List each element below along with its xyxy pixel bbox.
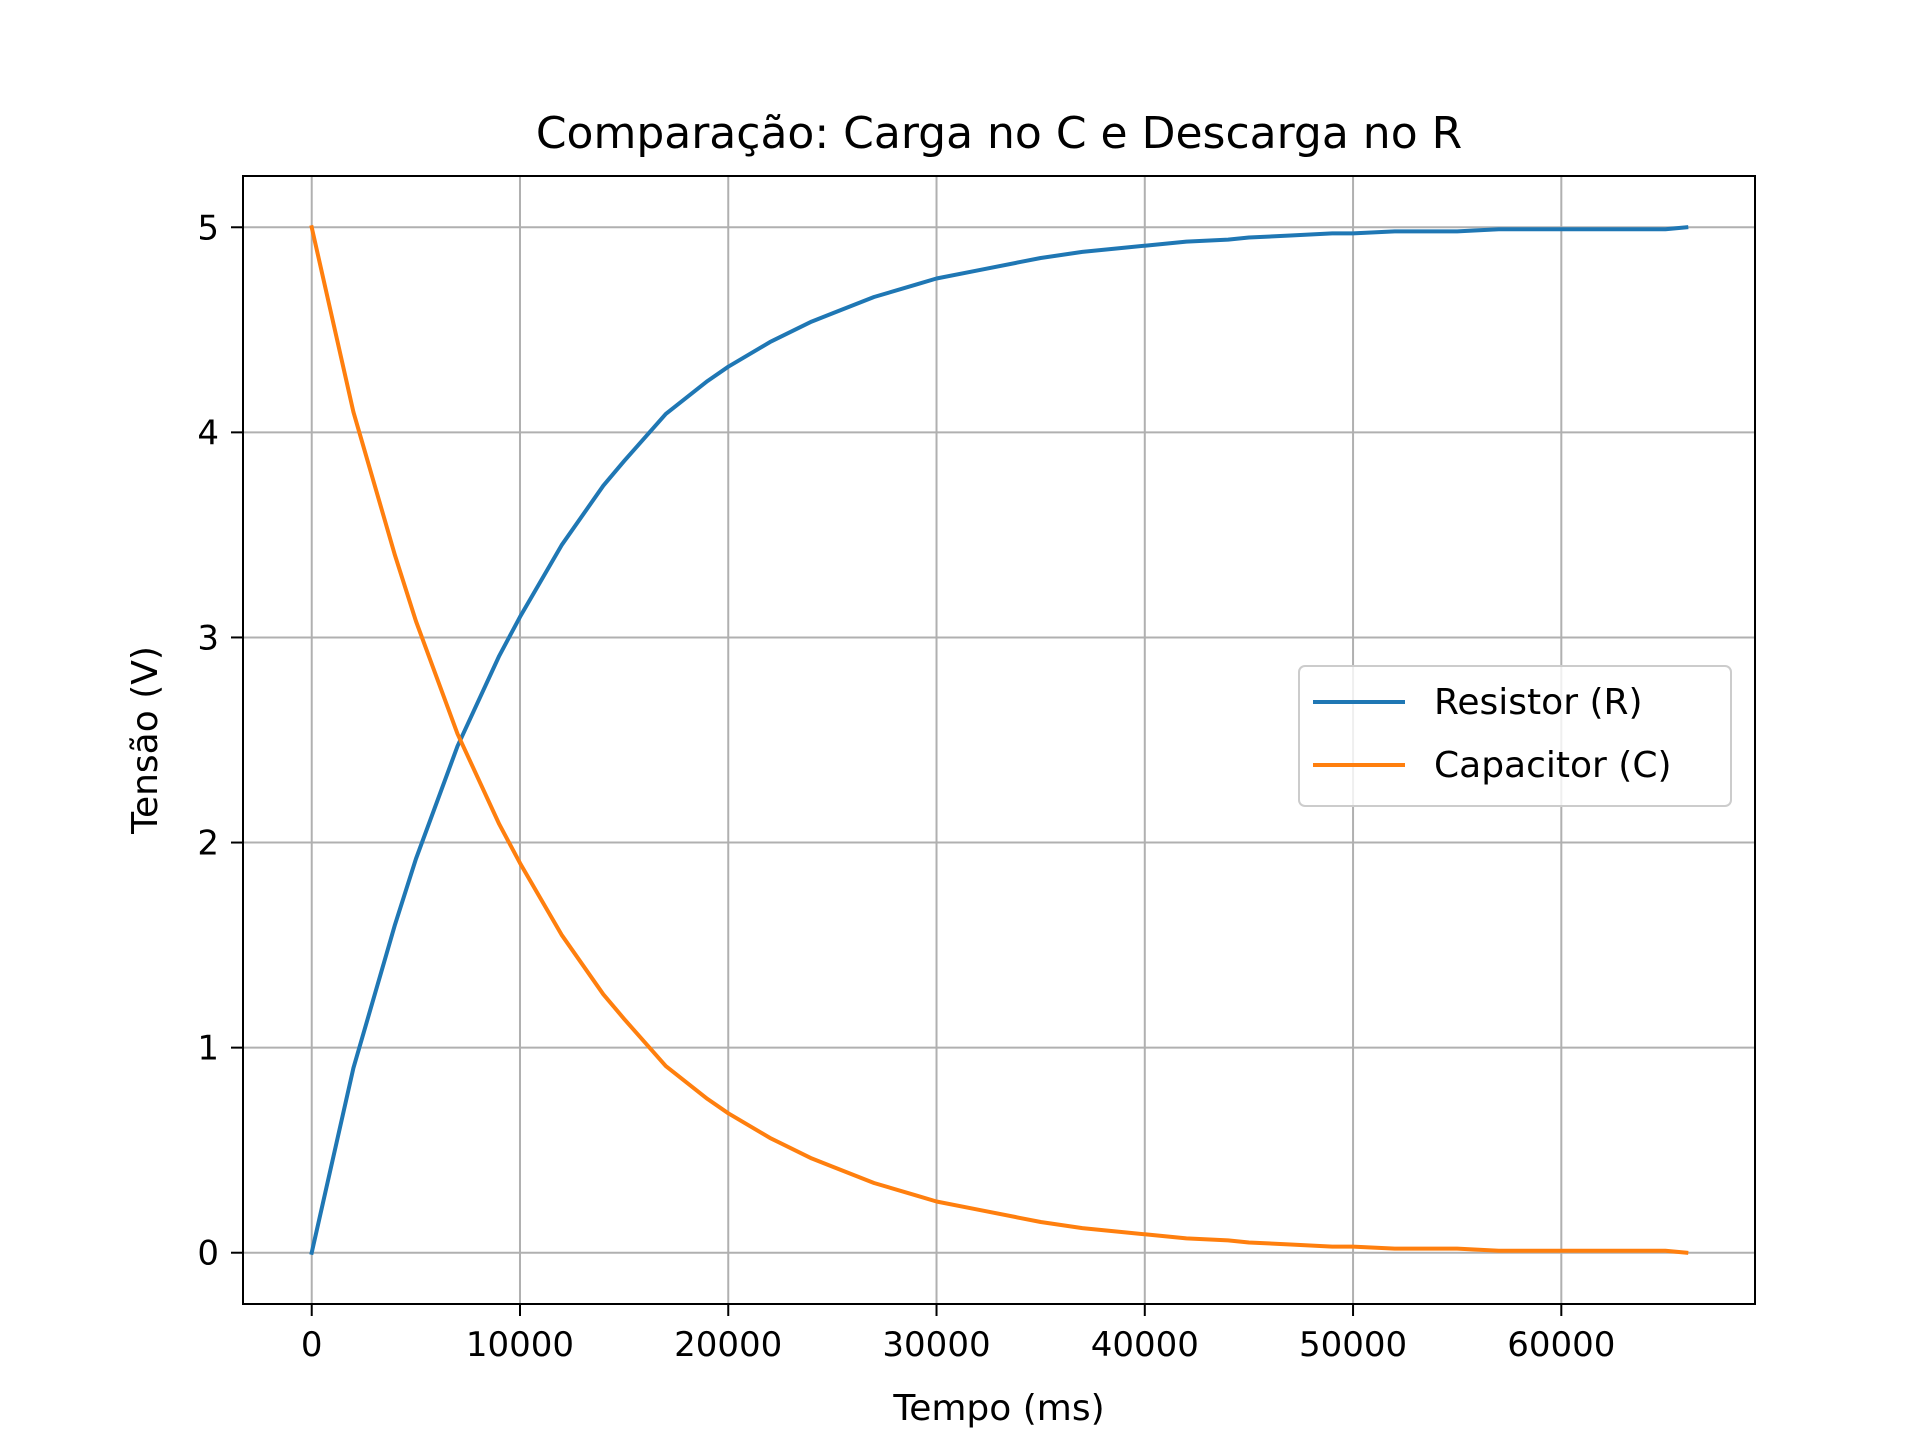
x-tick-label: 30000 (882, 1325, 990, 1365)
plot-frame (242, 175, 1756, 1305)
legend-label-resistor: Resistor (R) (1434, 682, 1643, 723)
x-tick-label: 0 (301, 1325, 323, 1365)
x-axis-label: Tempo (ms) (892, 1388, 1104, 1429)
legend: Resistor (R) Capacitor (C) (1298, 665, 1732, 807)
legend-box (1298, 665, 1732, 807)
y-tick-label: 2 (197, 824, 219, 864)
legend-label-capacitor: Capacitor (C) (1434, 745, 1672, 786)
y-tick-label: 3 (197, 618, 219, 658)
series-line-capacitor (309, 224, 1689, 1255)
series-lines (309, 224, 1689, 1256)
x-tick-label: 50000 (1299, 1325, 1407, 1365)
grid (243, 176, 1755, 1304)
y-tick-label: 1 (197, 1029, 219, 1069)
y-tick-label: 4 (197, 413, 219, 453)
y-tick-label: 0 (197, 1234, 219, 1274)
axis-ticks: 0 10000 20000 30000 40000 50000 60000 0 1 2 3 4 5 (197, 208, 1615, 1365)
x-tick-label: 40000 (1091, 1325, 1199, 1365)
series-line-resistor (309, 225, 1689, 1256)
x-tick-label: 20000 (674, 1325, 782, 1365)
y-axis-label: Tensão (V) (125, 646, 166, 835)
chart-title: Comparação: Carga no C e Descarga no R (536, 108, 1462, 159)
y-tick-label: 5 (197, 208, 219, 248)
x-tick-label: 60000 (1507, 1325, 1615, 1365)
x-tick-label: 10000 (466, 1325, 574, 1365)
